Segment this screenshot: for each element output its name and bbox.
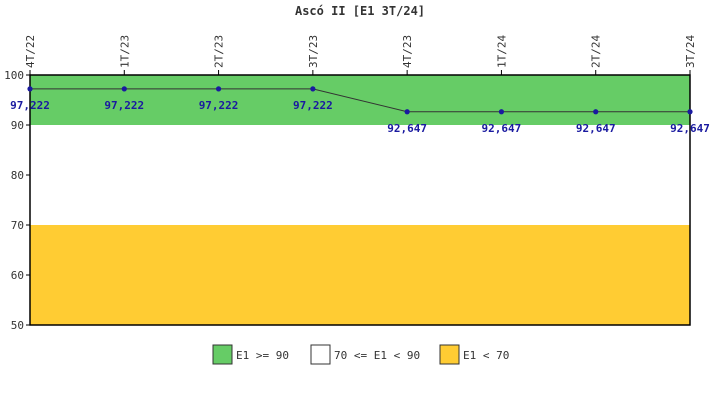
x-tick-label: 3T/23 [307,35,320,68]
data-point [404,109,410,115]
y-tick-label: 80 [11,169,24,182]
data-label: 92,647 [576,122,616,135]
band-1 [30,125,690,225]
y-tick-label: 70 [11,219,24,232]
legend-swatch [212,344,233,365]
band-layer [29,74,691,326]
data-label: 97,222 [10,99,50,112]
data-point [498,109,505,115]
data-point [687,109,693,115]
series-line [30,88,690,113]
data-point [593,109,599,115]
data-label: 92,647 [482,122,522,135]
legend: E1 >= 90 70 <= E1 < 90 E1 < 70 [212,344,509,365]
legend-swatch [439,344,460,365]
band-2 [30,225,690,325]
x-tick-label: 4T/22 [24,35,37,68]
y-tick-label: 100 [4,69,24,82]
y-tick-label: 60 [11,269,24,282]
data-label: 97,222 [199,99,239,112]
legend-label: E1 < 70 [463,349,509,362]
plot-frame [29,74,691,326]
data-point [310,86,316,92]
series-layer: 97,222 97,222 97,222 97,222 92,647 92,647 92,6… [10,86,710,135]
x-tick-label: 4T/23 [401,35,414,68]
x-tick-label: 1T/23 [118,35,131,68]
data-point [215,86,222,92]
legend-label: 70 <= E1 < 90 [334,349,420,362]
data-label: 92,647 [670,122,710,135]
y-tick-label: 50 [11,319,24,332]
data-label: 92,647 [387,122,427,135]
x-tick-label: 1T/24 [495,35,508,68]
data-label: 97,222 [293,99,333,112]
data-point [27,86,33,92]
chart-title: Ascó II [E1 3T/24] [295,4,425,18]
x-tick-label: 2T/24 [590,35,603,68]
data-label: 97,222 [104,99,144,112]
x-tick-label: 3T/24 [684,35,697,68]
x-axis: 4T/22 1T/23 2T/23 3T/23 4T/23 1T/24 2T/24 3T/24 [24,35,697,75]
legend-label: E1 >= 90 [236,349,289,362]
x-tick-label: 2T/23 [213,35,226,68]
legend-swatch [310,344,331,365]
data-point [121,86,127,92]
y-axis: 50 60 70 80 90 100 [4,69,30,332]
y-tick-label: 90 [11,119,24,132]
